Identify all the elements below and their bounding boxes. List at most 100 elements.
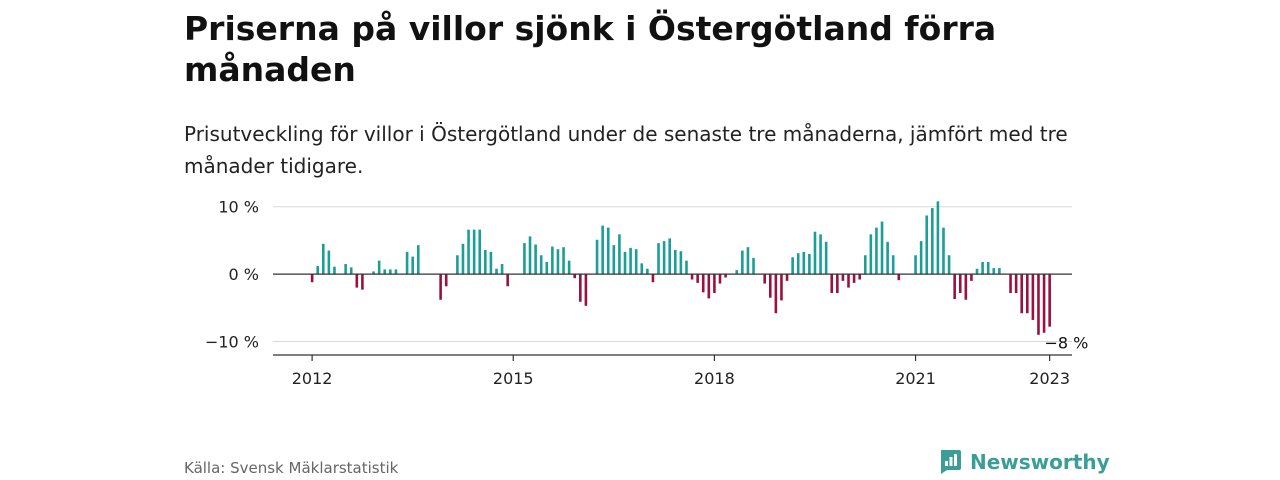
bar bbox=[1026, 274, 1029, 314]
bar bbox=[953, 274, 956, 300]
bar bbox=[1014, 274, 1018, 293]
bar bbox=[1042, 274, 1046, 333]
bar bbox=[394, 269, 398, 275]
chart-subtitle: Prisutveckling för villor i Östergötland… bbox=[184, 122, 1068, 178]
bar bbox=[472, 229, 476, 275]
bar bbox=[612, 245, 616, 275]
bar bbox=[942, 227, 945, 275]
bar bbox=[528, 236, 532, 275]
bar bbox=[914, 255, 917, 275]
y-tick-label: 10 % bbox=[218, 198, 259, 217]
bar bbox=[606, 227, 610, 275]
bar bbox=[640, 263, 644, 275]
bar bbox=[713, 274, 716, 293]
x-tick-label: 2015 bbox=[493, 369, 534, 388]
bar bbox=[551, 246, 554, 275]
bar bbox=[668, 238, 672, 275]
bar bbox=[567, 260, 571, 275]
brand-logo: Newsworthy bbox=[938, 448, 1110, 476]
bar bbox=[478, 229, 482, 275]
bar bbox=[467, 229, 470, 275]
bar bbox=[931, 208, 934, 275]
bar bbox=[556, 249, 560, 275]
bar bbox=[579, 274, 582, 302]
bar bbox=[523, 243, 526, 275]
x-tick-label: 2023 bbox=[1029, 369, 1070, 388]
newsworthy-logo-icon bbox=[941, 450, 961, 474]
bar bbox=[785, 274, 789, 281]
source-note: Källa: Svensk Mäklarstatistik bbox=[184, 459, 399, 477]
bar bbox=[646, 268, 649, 275]
y-tick-label: 0 % bbox=[229, 265, 259, 284]
bar bbox=[657, 243, 660, 275]
bar bbox=[310, 274, 314, 283]
bar bbox=[372, 271, 375, 275]
bar bbox=[897, 274, 901, 281]
bar bbox=[444, 274, 448, 287]
annotation-label: −8 % bbox=[1044, 334, 1088, 353]
bar bbox=[875, 227, 878, 275]
bar bbox=[891, 255, 895, 275]
bar bbox=[355, 274, 359, 288]
y-tick-label: −10 % bbox=[205, 333, 259, 352]
bar bbox=[679, 251, 683, 275]
bar bbox=[724, 274, 727, 278]
bar bbox=[539, 255, 543, 275]
bar bbox=[735, 270, 739, 275]
bar bbox=[506, 274, 509, 287]
bar bbox=[836, 274, 839, 293]
y-tick-labels: 10 % 0 % −10 % bbox=[205, 198, 259, 352]
bar bbox=[707, 274, 711, 299]
bar bbox=[746, 247, 750, 275]
bar bbox=[852, 274, 856, 283]
bar bbox=[802, 251, 806, 275]
bar bbox=[601, 225, 604, 275]
bar bbox=[618, 234, 621, 275]
bar bbox=[416, 245, 420, 275]
bar bbox=[461, 243, 465, 275]
bar bbox=[998, 268, 1001, 275]
bar bbox=[383, 269, 387, 275]
bar bbox=[863, 255, 867, 275]
bar bbox=[774, 274, 778, 314]
bar bbox=[813, 231, 817, 275]
bar bbox=[841, 274, 845, 281]
bar bbox=[489, 251, 493, 275]
bar bbox=[880, 221, 884, 275]
bar bbox=[495, 268, 498, 275]
bar bbox=[629, 247, 632, 275]
bar bbox=[886, 241, 889, 275]
bar bbox=[970, 274, 973, 281]
bar bbox=[808, 253, 811, 275]
bar bbox=[534, 244, 537, 275]
bar bbox=[321, 243, 325, 275]
bar bbox=[662, 241, 666, 275]
bar bbox=[1048, 274, 1051, 327]
bar bbox=[847, 274, 850, 288]
bar bbox=[986, 262, 990, 275]
bar bbox=[718, 274, 722, 284]
x-tick-label: 2021 bbox=[895, 369, 936, 388]
bar bbox=[858, 274, 861, 280]
bar bbox=[389, 269, 392, 275]
bar bbox=[673, 249, 677, 275]
bar bbox=[545, 262, 549, 275]
chart-title: Priserna på villor sjönk i Östergötland … bbox=[184, 9, 997, 89]
bar bbox=[456, 255, 459, 275]
bar bbox=[824, 241, 828, 275]
bar bbox=[947, 255, 951, 275]
bar bbox=[595, 239, 599, 275]
bar bbox=[869, 234, 873, 275]
bar bbox=[981, 262, 984, 275]
bar bbox=[992, 268, 996, 275]
bar bbox=[344, 264, 347, 275]
bar bbox=[958, 274, 962, 293]
bars bbox=[310, 201, 1051, 335]
bar bbox=[333, 266, 336, 275]
brand-name: Newsworthy bbox=[970, 450, 1110, 474]
bar bbox=[936, 201, 940, 275]
bar bbox=[316, 266, 319, 275]
bar bbox=[919, 241, 923, 275]
bar bbox=[780, 274, 783, 301]
bar bbox=[701, 274, 705, 293]
